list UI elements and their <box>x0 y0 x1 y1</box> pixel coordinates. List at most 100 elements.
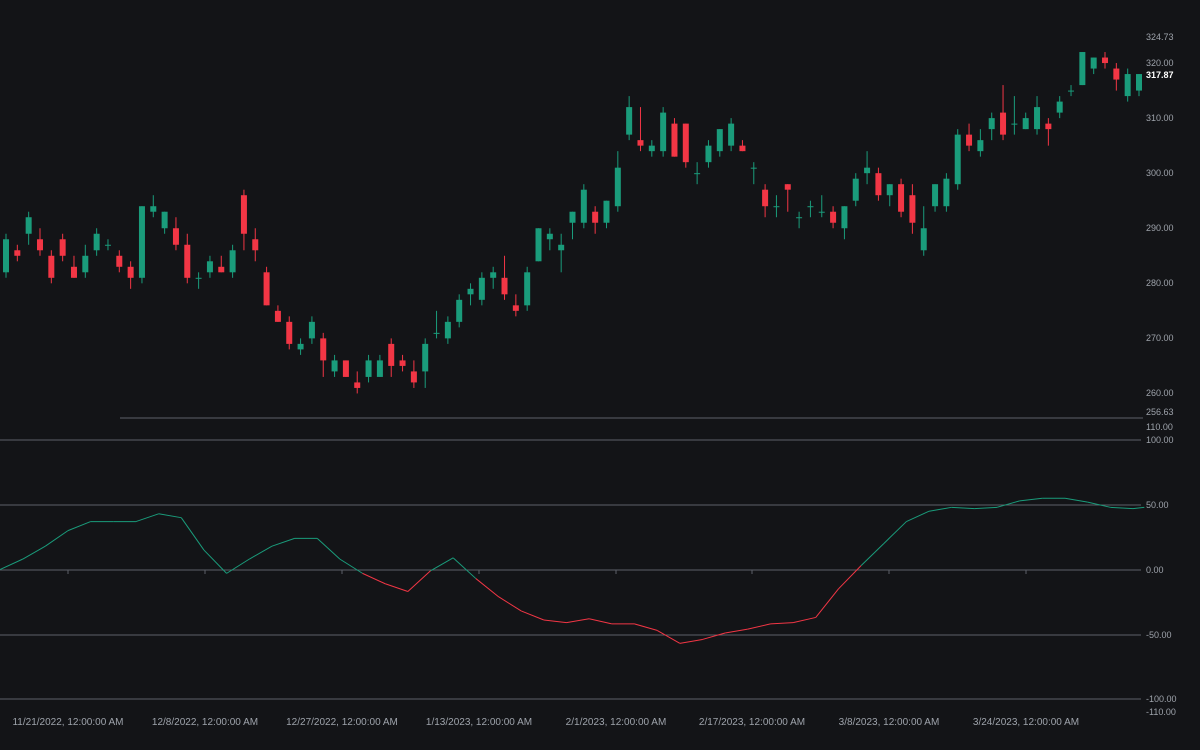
candle-body <box>1079 52 1086 86</box>
price-range-low: 256.63 <box>1146 407 1174 417</box>
candle <box>966 123 973 152</box>
candle-body <box>1056 101 1063 113</box>
candle-body <box>524 272 531 306</box>
oscillator-segment <box>906 510 930 523</box>
candle <box>127 261 134 289</box>
oscillator-segment <box>815 588 839 618</box>
candle-body <box>1113 68 1120 80</box>
candle <box>14 244 21 262</box>
oscillator-segment <box>22 545 46 560</box>
candle-body <box>898 184 905 212</box>
candle-body <box>864 167 871 174</box>
candle <box>875 167 882 201</box>
candle-body <box>70 266 77 278</box>
oscillator-segment <box>747 623 771 630</box>
candle-body <box>988 118 995 130</box>
candle <box>671 118 678 157</box>
candle-body <box>93 233 100 251</box>
oscillator-segment <box>589 618 612 625</box>
oscillator-segment <box>67 521 91 532</box>
candle-body <box>1000 112 1007 135</box>
candle <box>252 228 259 262</box>
candle-body <box>206 261 213 273</box>
candle-body <box>1090 57 1097 69</box>
candle-body <box>796 217 803 219</box>
oscillator-segment <box>1132 506 1145 510</box>
candle <box>490 266 497 289</box>
candle-body <box>716 129 723 152</box>
candle-body <box>1102 57 1109 64</box>
candle <box>206 255 213 278</box>
oscillator-segment <box>158 513 182 519</box>
osc-tick: 50.00 <box>1146 500 1169 510</box>
candle-body <box>456 299 463 322</box>
candle-body <box>920 228 927 251</box>
candle-body <box>286 321 293 344</box>
candle <box>716 129 723 157</box>
price-tick: 320.00 <box>1146 58 1174 68</box>
candle <box>682 123 689 168</box>
price-range-high: 324.73 <box>1146 32 1174 42</box>
candle <box>1068 85 1075 97</box>
candle-body <box>433 332 440 334</box>
candle <box>796 211 803 229</box>
candle <box>297 338 304 355</box>
candle <box>739 140 746 152</box>
price-tick: 300.00 <box>1146 168 1174 178</box>
date-ticks <box>67 570 1027 574</box>
oscillator-segment <box>385 583 409 592</box>
candle <box>138 206 145 284</box>
candle-body <box>569 211 576 223</box>
candle-body <box>694 173 701 175</box>
oscillator-segment <box>1110 506 1134 510</box>
price-pane <box>3 52 1143 419</box>
oscillator-segment <box>0 558 23 570</box>
oscillator-segment <box>1087 501 1111 508</box>
candle <box>365 354 372 383</box>
candle <box>172 217 179 251</box>
candle <box>728 118 735 152</box>
candle <box>569 211 576 240</box>
candle <box>48 250 55 284</box>
oscillator-segment <box>974 506 998 510</box>
oscillator-segment <box>996 500 1020 508</box>
oscillator-segment <box>362 572 386 585</box>
candle <box>580 184 587 229</box>
candle-body <box>762 189 769 207</box>
candle <box>218 255 225 273</box>
candle-body <box>603 200 610 223</box>
candle <box>70 255 77 278</box>
candle <box>82 244 89 278</box>
candle-body <box>671 123 678 157</box>
candle <box>830 206 837 229</box>
candle <box>342 360 349 377</box>
candle <box>399 354 406 372</box>
candle <box>886 184 893 207</box>
candle-body <box>104 244 111 246</box>
oscillator-segment <box>135 513 159 523</box>
candle-body <box>172 228 179 245</box>
candle-body <box>909 195 916 223</box>
oscillator-segment <box>928 506 952 512</box>
candle-body <box>365 360 372 377</box>
candle-body <box>218 266 225 273</box>
date-label: 11/21/2022, 12:00:00 AM <box>12 717 123 728</box>
candle-body <box>331 360 338 372</box>
candle-body <box>818 211 825 213</box>
candle-body <box>954 134 961 185</box>
osc-tick: 100.00 <box>1146 435 1174 445</box>
candle-body <box>297 343 304 350</box>
candle-body <box>1034 107 1041 130</box>
candle <box>376 354 383 377</box>
oscillator-segment <box>339 558 363 574</box>
price-tick: 260.00 <box>1146 388 1174 398</box>
oscillator-segment <box>566 618 590 624</box>
candle-body <box>705 145 712 163</box>
candles <box>3 52 1142 394</box>
oscillator-segment <box>770 622 794 625</box>
oscillator-segment <box>203 549 227 574</box>
candle <box>898 178 905 218</box>
candle-body <box>36 239 43 251</box>
